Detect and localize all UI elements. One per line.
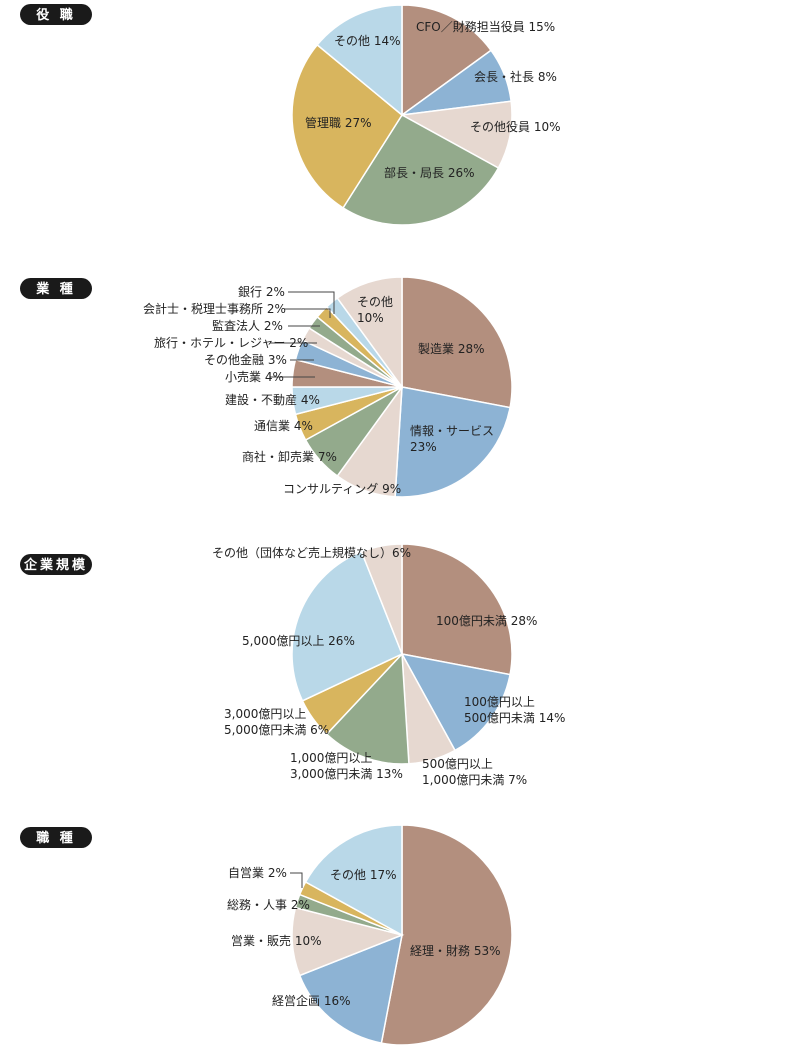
slice-label: 監査法人 2% <box>212 318 283 333</box>
pie-slice <box>325 652 410 765</box>
slice-label: 100億円未満 28% <box>436 614 537 628</box>
title-pill <box>20 554 92 575</box>
slice-label: 営業・販売 10% <box>231 933 322 948</box>
slice-label: 情報・サービス 23% <box>410 424 494 454</box>
slice-label: 通信業 4% <box>254 419 313 433</box>
title-pill <box>20 827 92 848</box>
pie-slice <box>380 824 513 1046</box>
chart-title-badge: 業 種 <box>20 278 92 299</box>
slice-label: 経理・財務 53% <box>410 943 501 958</box>
slice-label: 部長・局長 26% <box>384 165 475 180</box>
slice-label: その他 10% <box>357 295 393 325</box>
slice-label: 5,000億円以上 26% <box>242 634 355 648</box>
pie-slice <box>342 114 500 226</box>
slice-label: 製造業 28% <box>418 342 485 356</box>
chart-title-badge: 役 職 <box>20 4 92 25</box>
slice-label: 総務・人事 2% <box>227 898 310 912</box>
leader-line <box>288 291 335 314</box>
slice-label: 経営企画 16% <box>272 993 351 1008</box>
pie-slice <box>291 550 403 702</box>
slice-label: その他役員 10% <box>470 119 561 134</box>
pie-slice <box>304 824 403 937</box>
title-pill <box>20 278 92 299</box>
slice-label: 会計士・税理士事務所 2% <box>143 301 286 316</box>
title-pill <box>20 4 92 25</box>
slice-label: 500億円以上 1,000億円未満 7% <box>422 757 527 787</box>
slice-label: 小売業 4% <box>225 369 284 384</box>
pie-slice <box>316 4 403 117</box>
chart-title: 役 職 <box>36 7 76 23</box>
slice-label: コンサルティング 9% <box>283 482 401 496</box>
slice-label: 3,000億円以上 5,000億円未満 6% <box>224 707 329 737</box>
slice-label: その他 17% <box>330 868 397 882</box>
chart-title: 企業規模 <box>23 557 88 573</box>
pie-chart-3: 企業規模 100億円未満 28% 100億円以上 500億円未満 14% 500億円以上… <box>20 543 565 787</box>
chart-title-badge: 企業規模 <box>20 554 92 575</box>
slice-label: 商社・卸売業 7% <box>242 449 337 464</box>
pie-slice <box>298 933 403 1044</box>
slice-label: 100億円以上 500億円未満 14% <box>464 695 565 725</box>
slice-label: 会長・社長 8% <box>474 69 557 84</box>
chart-title: 業 種 <box>35 281 76 297</box>
slice-label: 自営業 2% <box>228 866 287 880</box>
pie-slice <box>360 543 403 655</box>
slice-label: 1,000億円以上 3,000億円未満 13% <box>290 751 403 781</box>
slice-label: 銀行 2% <box>238 285 285 299</box>
pie-slice <box>291 43 403 209</box>
slice-label: その他金融 3% <box>204 352 287 367</box>
pie-chart-1: 役 職 CFO／財務担当役員 15% 会長・社長 8% その他役員 10% 部長・局長 … <box>20 4 561 226</box>
pie-chart-4: 職 種経理・財務 53% 経営企画 16% 営業・販売 10% 総務・人事 2% 自営業… <box>20 824 513 1046</box>
pie-slice <box>401 276 513 409</box>
slice-label: CFO／財務担当役員 15% <box>416 19 555 34</box>
slice-label: その他 14% <box>334 34 401 48</box>
pie-slice <box>336 276 403 390</box>
leader-line <box>290 872 303 888</box>
pie-slice <box>401 4 493 117</box>
leader-line <box>284 308 331 318</box>
pie-slice <box>394 386 511 498</box>
chart-title-badge: 職 種 <box>20 827 92 848</box>
slice-label: その他（団体など売上規模なし）6% <box>212 545 411 560</box>
pie-slice <box>401 543 513 676</box>
pie-slice <box>400 652 511 752</box>
slice-label: 建設・不動産 4% <box>225 392 320 407</box>
slice-label: 旅行・ホテル・レジャー 2% <box>154 336 308 350</box>
chart-title: 職 種 <box>36 830 76 846</box>
slice-label: 管理職 27% <box>305 115 372 130</box>
